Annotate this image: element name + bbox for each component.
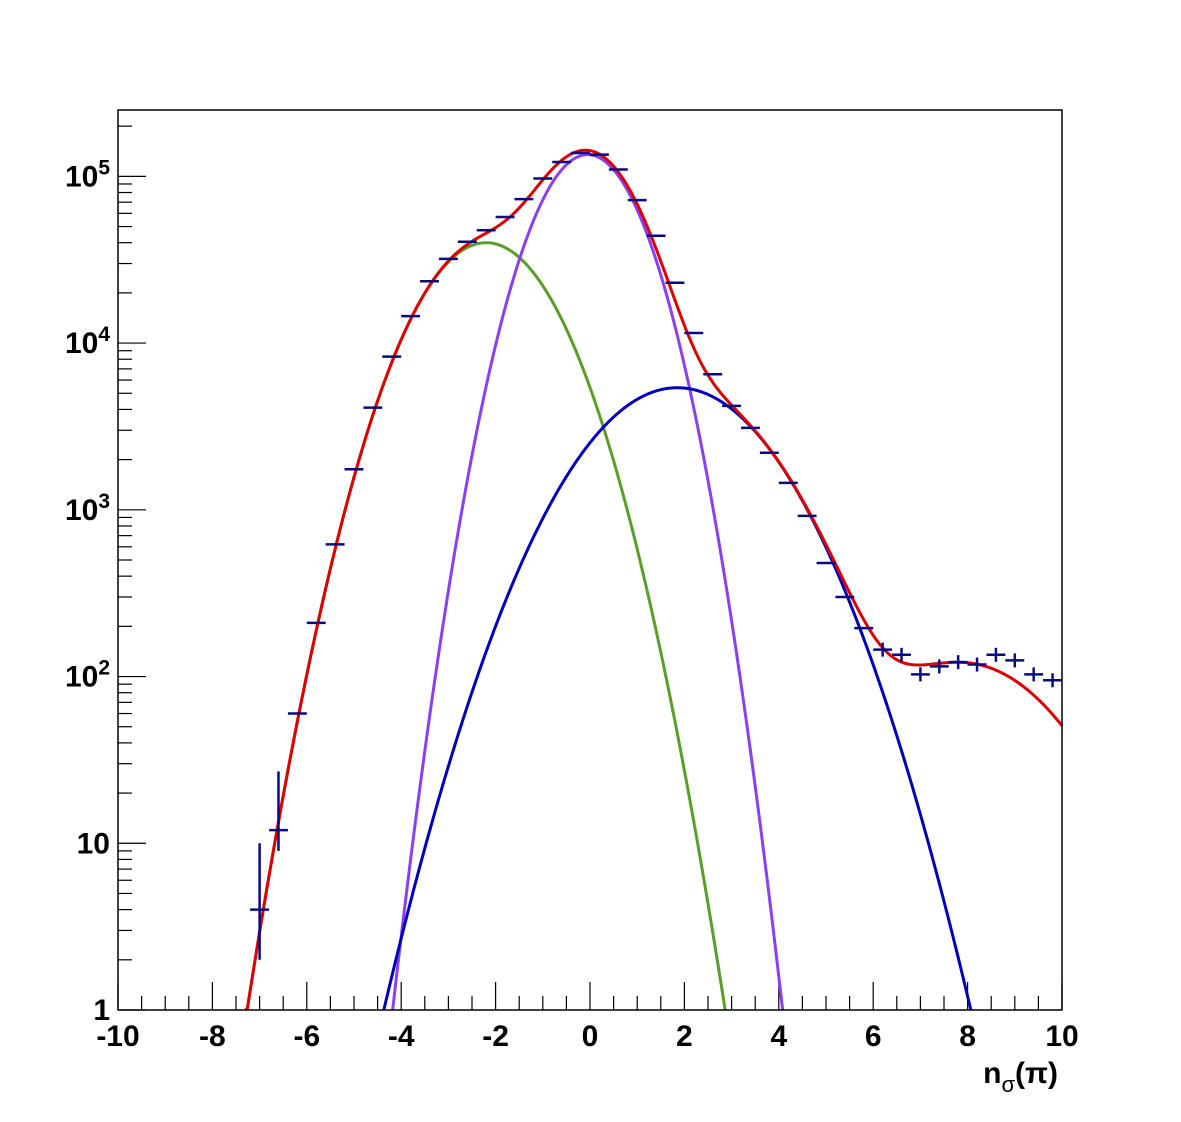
y-tick-label: 104 bbox=[65, 323, 110, 360]
x-tick-label: 0 bbox=[582, 1020, 599, 1053]
y-tick-label: 10 bbox=[77, 827, 110, 860]
data-point bbox=[986, 647, 1006, 662]
fit-curves bbox=[244, 148, 1064, 1012]
x-tick-label: -4 bbox=[388, 1020, 415, 1053]
plot-frame bbox=[117, 109, 1063, 1011]
data-point bbox=[1005, 653, 1025, 668]
x-tick-label: -2 bbox=[482, 1020, 509, 1053]
data-point bbox=[967, 657, 987, 672]
y-tick-label: 1 bbox=[93, 994, 110, 1027]
data-points bbox=[250, 151, 1062, 960]
axes bbox=[117, 125, 1063, 1011]
y-tick-label: 105 bbox=[65, 156, 110, 193]
data-point bbox=[1024, 667, 1044, 682]
x-tick-label: 4 bbox=[770, 1020, 787, 1053]
x-tick-label: 2 bbox=[676, 1020, 693, 1053]
data-point bbox=[269, 771, 288, 851]
data-point bbox=[873, 642, 893, 657]
data-point bbox=[1043, 673, 1062, 688]
data-point bbox=[910, 667, 930, 682]
blue-component-curve bbox=[382, 386, 973, 1011]
data-point bbox=[892, 647, 911, 662]
data-point bbox=[948, 655, 968, 670]
purple-component-curve bbox=[391, 153, 785, 1011]
data-point bbox=[929, 659, 949, 674]
total-fit-curve bbox=[244, 148, 1064, 1012]
x-tick-label: -8 bbox=[199, 1020, 226, 1053]
green-component-curve bbox=[245, 241, 727, 1011]
x-tick-label: -10 bbox=[96, 1020, 139, 1053]
x-tick-label: -6 bbox=[293, 1020, 320, 1053]
x-tick-label: 10 bbox=[1045, 1020, 1078, 1053]
x-axis-title: nσ(π) bbox=[983, 1057, 1058, 1097]
x-tick-label: 8 bbox=[959, 1020, 976, 1053]
data-point bbox=[250, 843, 270, 960]
y-tick-label: 103 bbox=[65, 490, 110, 527]
x-tick-label: 6 bbox=[865, 1020, 882, 1053]
y-tick-label: 102 bbox=[65, 657, 110, 694]
